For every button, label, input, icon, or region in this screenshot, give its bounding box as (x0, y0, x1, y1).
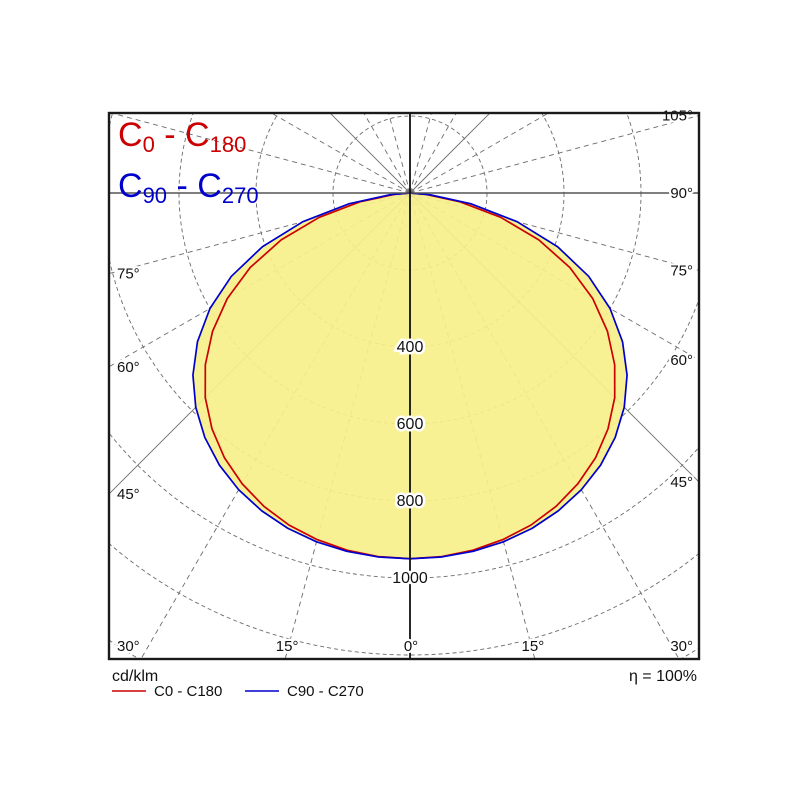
angle-label-bottom-0-halo: 0° (404, 638, 418, 655)
angle-label-left-30: 30° (117, 638, 140, 655)
grid-spoke--75 (109, 192, 411, 275)
angle-label-right-90-halo: 90° (670, 185, 693, 202)
angle-label-right-75-halo: 75° (670, 262, 693, 279)
principal-axes (109, 113, 699, 658)
radial-label-halo-400: 400 (397, 339, 424, 356)
angle-label-right-60-halo: 60° (670, 352, 693, 369)
radial-tick-label-1000: 1000 (392, 570, 428, 587)
units-label: cd/klm (112, 668, 158, 685)
angle-label-left-75: 75° (117, 266, 140, 283)
angle-label-right-45: 45° (670, 474, 693, 491)
angle-label-left-60-halo: 60° (117, 359, 140, 376)
angle-label-bottom-right-15-halo: 15° (522, 638, 545, 655)
grid-spoke--105 (109, 113, 411, 194)
angle-label-bottom-left-15-halo: 15° (276, 638, 299, 655)
angle-label-right-30-halo: 30° (670, 638, 693, 655)
radial-tick-label-400: 400 (397, 339, 424, 356)
angle-label-bottom-right-15: 15° (522, 638, 545, 655)
angle-label-right-75: 75° (670, 262, 693, 279)
angle-label-left-45: 45° (117, 486, 140, 503)
angle-label-right-45-halo: 45° (670, 474, 693, 491)
angular-tick-labels: 30°30°45°45°60°60°75°75°90°90°105°105°30… (115, 105, 696, 657)
radial-label-halo-800: 800 (397, 493, 424, 510)
grid-spoke-105 (409, 115, 699, 194)
angle-label-left-75-halo: 75° (117, 266, 140, 283)
angle-label-left-45-halo: 45° (117, 486, 140, 503)
chart-frame-border (107, 111, 701, 661)
grid-spoke-75 (409, 192, 699, 271)
angle-label-bottom-left-15: 15° (276, 638, 299, 655)
radial-tick-label-600: 600 (397, 416, 424, 433)
radial-label-halo-1000: 1000 (392, 570, 428, 587)
angle-label-right-60: 60° (670, 352, 693, 369)
angle-label-left-60: 60° (117, 359, 140, 376)
c90-c270-title: C90 - C270 (118, 167, 259, 208)
legend-label-c0-c180: C0 - C180 (154, 683, 222, 700)
angle-label-bottom-0: 0° (404, 638, 418, 655)
legend: C0 - C180 C90 - C270 (112, 683, 364, 700)
angle-label-right-90: 90° (670, 185, 693, 202)
angle-label-right-105: 105° (662, 108, 693, 125)
radial-label-halo-600: 600 (397, 416, 424, 433)
c0-c180-title: C0 - C180 (118, 116, 246, 157)
radial-tick-label-800: 800 (397, 493, 424, 510)
legend-label-c90-c270: C90 - C270 (287, 683, 364, 700)
c-plane-title-group: C0 - C180 C90 - C270 (118, 116, 259, 208)
angle-label-right-30: 30° (670, 638, 693, 655)
efficiency-label: η = 100% (629, 668, 697, 685)
angle-label-left-30-halo: 30° (117, 638, 140, 655)
